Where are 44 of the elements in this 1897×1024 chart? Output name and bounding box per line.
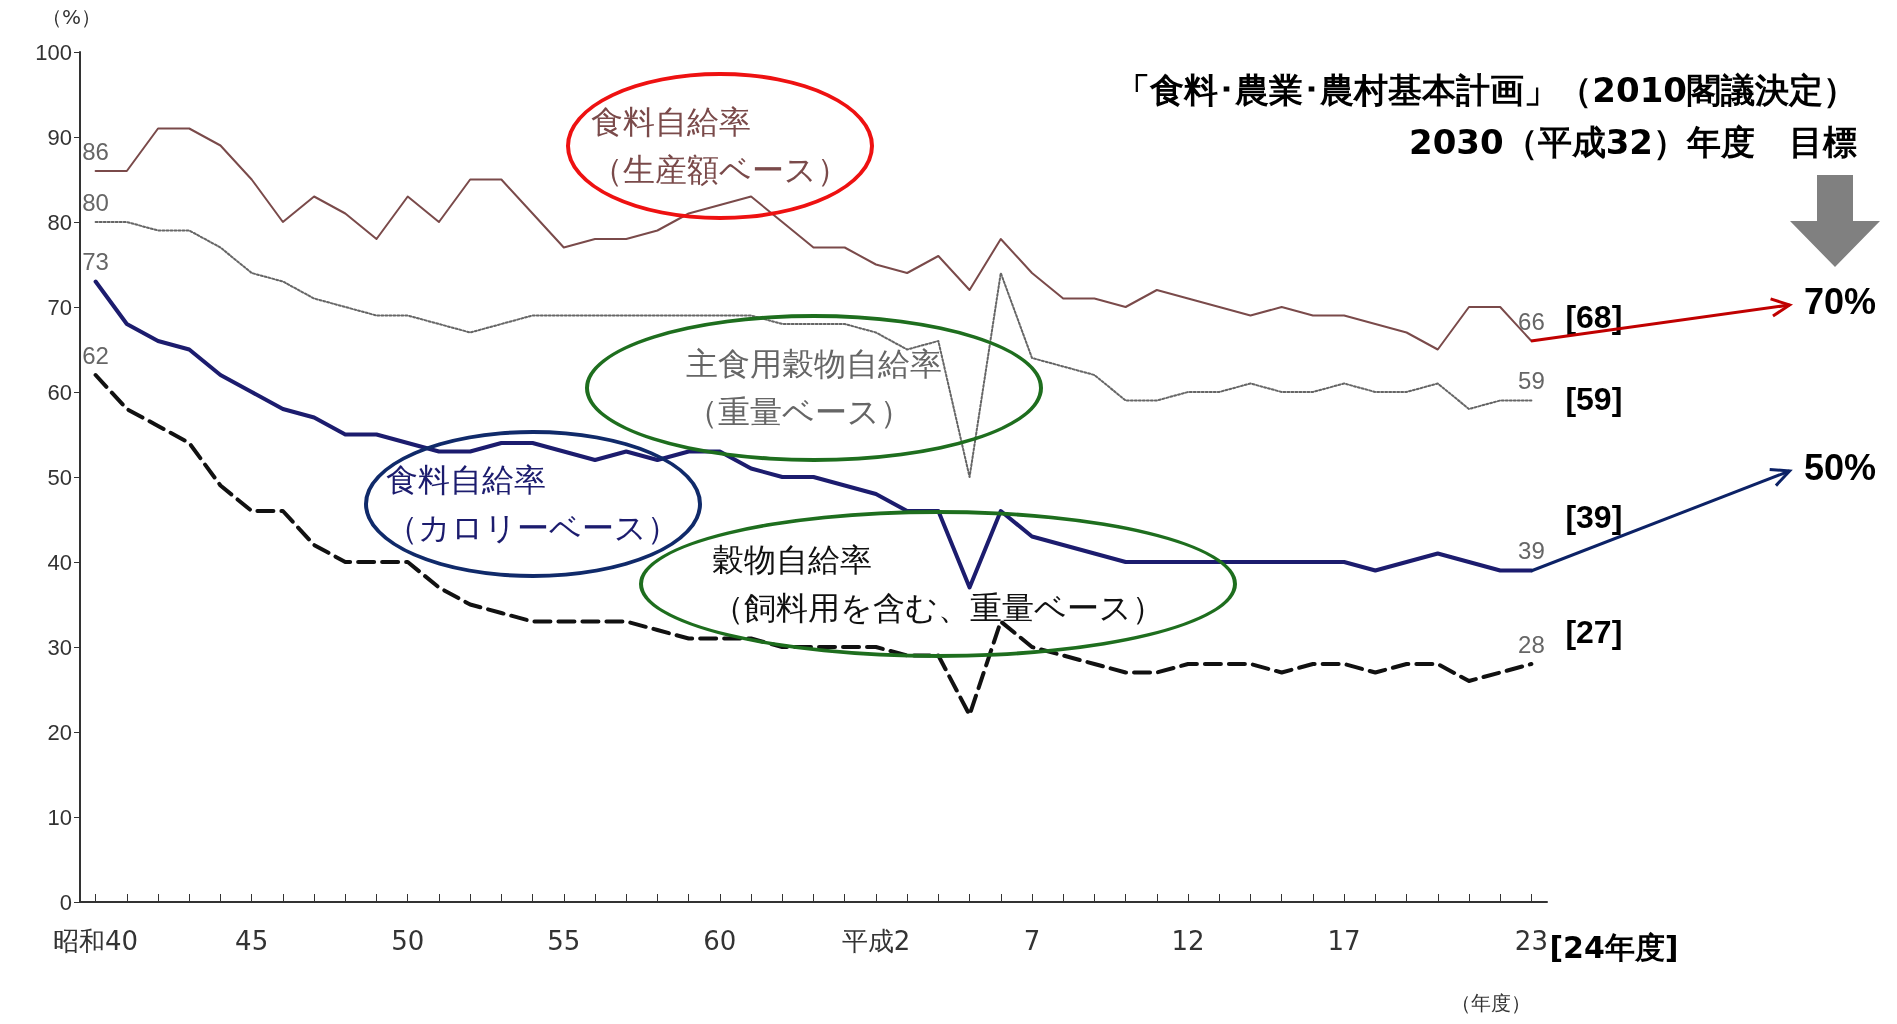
data-label: 73 — [82, 248, 109, 275]
y-tick-label: 0 — [59, 889, 72, 915]
x-tick-label: 23 — [1514, 926, 1548, 956]
series-label: 食料自給率（カロリーベース） — [386, 460, 680, 550]
data-label: 62 — [82, 341, 109, 369]
annotation: 50% — [1804, 446, 1877, 489]
data-label: 66 — [1518, 307, 1545, 335]
series-label: 主食用穀物自給率（重量ベース） — [685, 343, 942, 433]
text: [59] — [1565, 380, 1623, 418]
x-axis-title: （年度） — [1451, 990, 1532, 1017]
y-tick-label: 10 — [47, 804, 72, 830]
y-tick-label: 100 — [35, 39, 72, 65]
data-label: 39 — [1518, 537, 1545, 564]
data-label: 80 — [82, 188, 109, 216]
x-tick-label: 7 — [1023, 926, 1041, 956]
y-tick-label: 80 — [47, 209, 72, 235]
y-tick-label: 60 — [47, 379, 72, 405]
series-label: 食料自給率（生産額ベース） — [590, 101, 849, 191]
data-label: 28 — [1518, 630, 1545, 658]
y-tick-label: 50 — [47, 464, 72, 490]
text: 「食料･農業･農村基本計画」（2010閣議決定） — [1116, 69, 1857, 112]
x-tick-label: 45 — [235, 926, 269, 956]
data-label: 59 — [1518, 367, 1545, 394]
x-tick-label: 平成2 — [841, 926, 911, 956]
y-tick-label: 90 — [47, 124, 72, 150]
x-tick-label: 12 — [1171, 926, 1205, 956]
y-tick-label: 70 — [47, 294, 72, 320]
y-tick-label: 30 — [47, 634, 72, 660]
y-tick-label: 40 — [47, 549, 72, 575]
x-tick-label: 55 — [547, 926, 581, 956]
x-tick-label: 17 — [1327, 926, 1361, 956]
data-label: 86 — [82, 137, 109, 165]
text: [68] — [1565, 299, 1623, 336]
x-tick-label: 60 — [703, 926, 737, 956]
series-label: 穀物自給率（飼料用を含む、重量ベース） — [712, 540, 1165, 630]
y-axis-title: （%） — [42, 4, 102, 31]
annotation: 70% — [1804, 281, 1877, 323]
x-tick-label: 昭和40 — [53, 926, 139, 956]
x-tick-label: 50 — [391, 926, 425, 956]
text: [24年度] — [1549, 929, 1679, 967]
text: [39] — [1565, 498, 1623, 536]
text: 2030（平成32）年度 目標 — [1409, 121, 1857, 164]
y-tick-label: 20 — [47, 719, 72, 745]
text: [27] — [1565, 614, 1623, 651]
